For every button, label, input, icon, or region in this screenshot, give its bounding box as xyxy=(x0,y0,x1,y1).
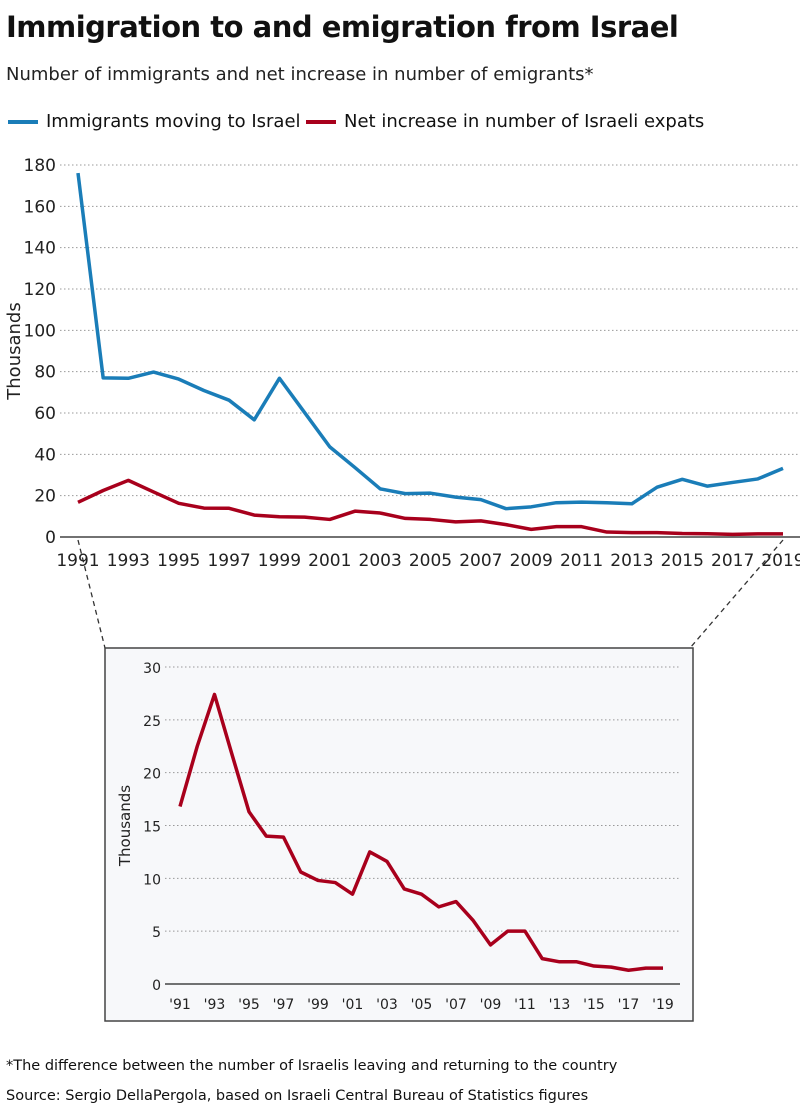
y-tick-label: 180 xyxy=(24,156,56,176)
chart-subtitle: Number of immigrants and net increase in… xyxy=(6,64,594,85)
y-tick-label: 15 xyxy=(143,820,161,836)
x-tick-label: 1991 xyxy=(56,551,99,571)
y-tick-label: 160 xyxy=(24,197,56,217)
x-tick-label: 1999 xyxy=(258,551,301,571)
inset-box xyxy=(104,647,694,1022)
series-line-1 xyxy=(77,478,783,537)
x-tick-label: '01 xyxy=(342,997,364,1013)
x-tick-label: '07 xyxy=(445,997,467,1013)
x-tick-label: '19 xyxy=(652,997,674,1013)
y-tick-label: 20 xyxy=(34,487,56,507)
x-tick-label: '17 xyxy=(618,997,640,1013)
y-tick-label: 30 xyxy=(143,661,161,677)
series-line-0 xyxy=(76,172,784,511)
y-tick-label: 100 xyxy=(24,321,56,341)
x-tick-label: 2001 xyxy=(308,551,351,571)
y-tick-label: 0 xyxy=(45,528,56,548)
y-tick-label: 25 xyxy=(143,714,161,730)
x-tick-label: 2017 xyxy=(711,551,754,571)
x-tick-label: '95 xyxy=(238,997,260,1013)
x-tick-label: '13 xyxy=(549,997,571,1013)
y-tick-label: 20 xyxy=(143,767,161,783)
y-tick-label: 10 xyxy=(143,872,161,888)
x-tick-label: 2007 xyxy=(459,551,502,571)
y-tick-label: 40 xyxy=(34,445,56,465)
source-note: Source: Sergio DellaPergola, based on Is… xyxy=(6,1088,589,1104)
x-tick-label: 2009 xyxy=(510,551,553,571)
legend-label: Immigrants moving to Israel xyxy=(46,111,301,132)
x-tick-label: '93 xyxy=(204,997,226,1013)
legend-item-expats: Net increase in number of Israeli expats xyxy=(306,111,704,132)
x-tick-label: '99 xyxy=(307,997,329,1013)
legend-swatch xyxy=(306,119,336,124)
x-tick-label: '91 xyxy=(169,997,191,1013)
x-tick-label: 1997 xyxy=(207,551,250,571)
x-tick-label: 2019 xyxy=(761,551,800,571)
x-tick-label: 2005 xyxy=(409,551,452,571)
x-tick-label: 1995 xyxy=(157,551,200,571)
x-tick-label: '05 xyxy=(411,997,433,1013)
y-tick-label: 80 xyxy=(34,363,56,383)
x-tick-label: '15 xyxy=(583,997,605,1013)
y-axis-label: Thousands xyxy=(4,302,25,400)
footnote: *The difference between the number of Is… xyxy=(6,1058,618,1074)
zoom-connector xyxy=(689,539,784,649)
zoom-connector xyxy=(77,539,106,649)
x-tick-label: 2015 xyxy=(661,551,704,571)
x-tick-label: 2003 xyxy=(359,551,402,571)
x-tick-label: '11 xyxy=(514,997,536,1013)
y-tick-label: 120 xyxy=(24,280,56,300)
x-tick-label: '09 xyxy=(480,997,502,1013)
legend-item-immigrants: Immigrants moving to Israel xyxy=(8,111,301,132)
x-tick-label: 2013 xyxy=(610,551,653,571)
chart-title: Immigration to and emigration from Israe… xyxy=(6,10,679,44)
x-tick-label: '97 xyxy=(273,997,295,1013)
y-tick-label: 140 xyxy=(24,239,56,259)
y-axis-label: Thousands xyxy=(116,785,134,867)
y-tick-label: 0 xyxy=(152,978,161,994)
x-tick-label: 1993 xyxy=(107,551,150,571)
x-tick-label: 2011 xyxy=(560,551,603,571)
y-tick-label: 60 xyxy=(34,404,56,424)
x-tick-label: '03 xyxy=(376,997,398,1013)
legend-swatch xyxy=(8,119,38,124)
y-tick-label: 5 xyxy=(152,925,161,941)
legend-label: Net increase in number of Israeli expats xyxy=(344,111,705,132)
